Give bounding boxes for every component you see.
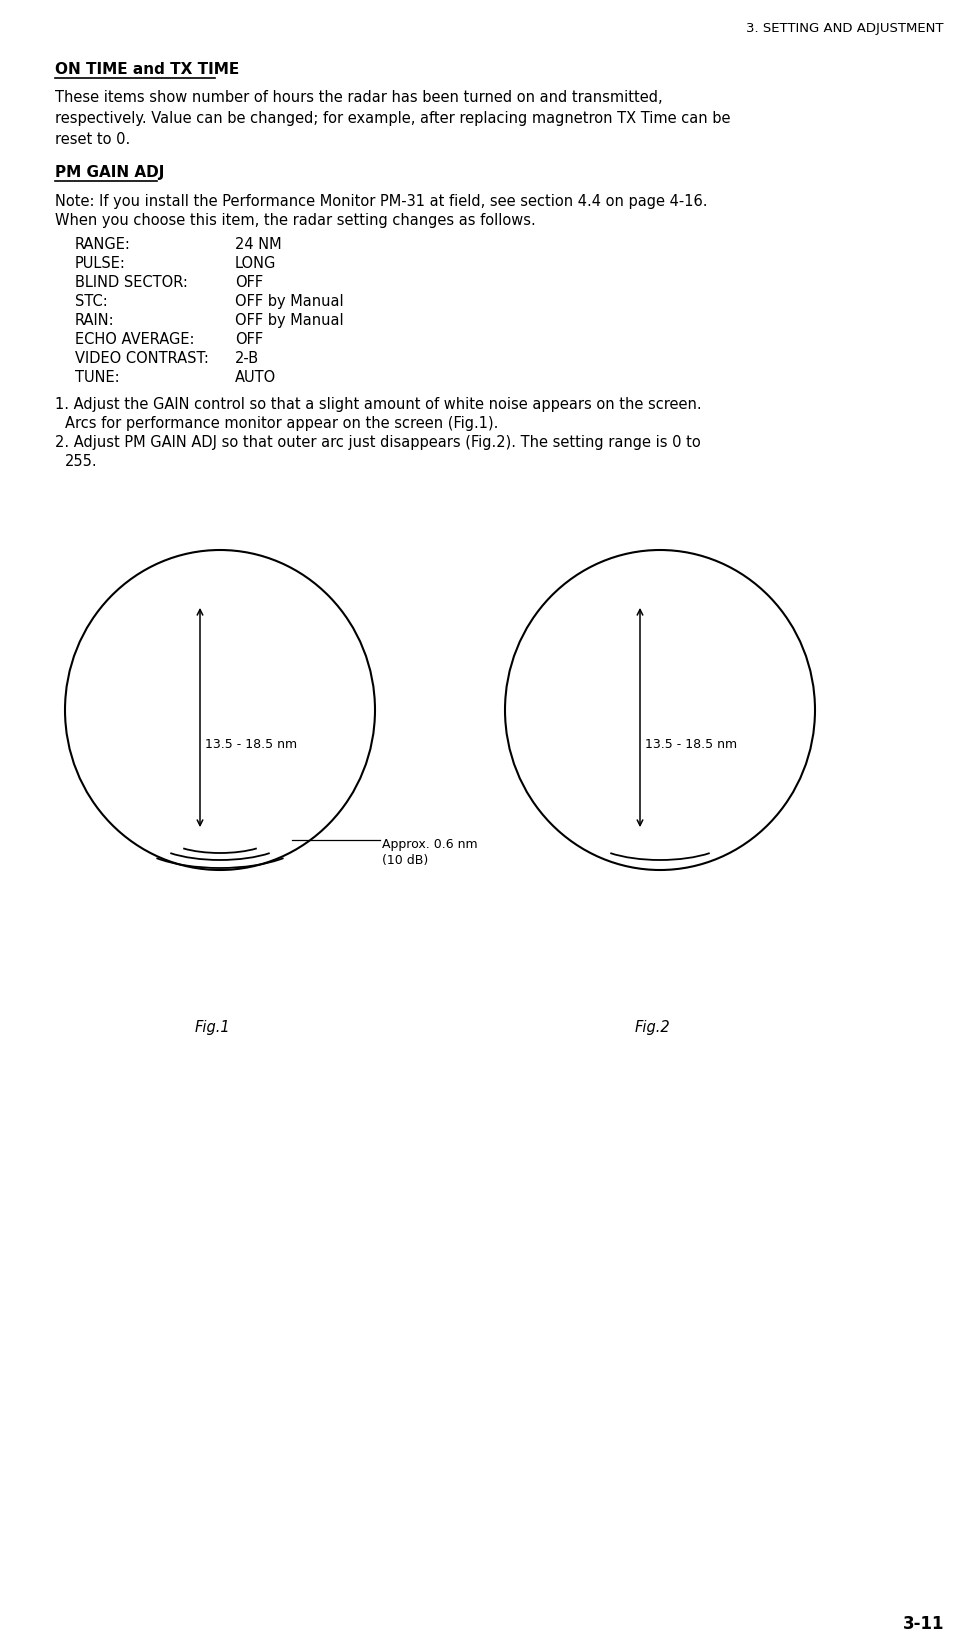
Text: BLIND SECTOR:: BLIND SECTOR: [75, 276, 188, 290]
Text: 1. Adjust the GAIN control so that a slight amount of white noise appears on the: 1. Adjust the GAIN control so that a sli… [55, 397, 701, 411]
Text: TUNE:: TUNE: [75, 370, 120, 385]
Text: ECHO AVERAGE:: ECHO AVERAGE: [75, 331, 195, 348]
Text: 13.5 - 18.5 nm: 13.5 - 18.5 nm [645, 738, 737, 751]
Text: When you choose this item, the radar setting changes as follows.: When you choose this item, the radar set… [55, 214, 536, 228]
Text: ON TIME and TX TIME: ON TIME and TX TIME [55, 62, 240, 77]
Text: 13.5 - 18.5 nm: 13.5 - 18.5 nm [205, 738, 297, 751]
Text: (10 dB): (10 dB) [382, 854, 429, 867]
Text: 24 NM: 24 NM [235, 237, 281, 251]
Text: 3. SETTING AND ADJUSTMENT: 3. SETTING AND ADJUSTMENT [746, 21, 944, 34]
Text: Fig.2: Fig.2 [635, 1020, 671, 1035]
Text: PM GAIN ADJ: PM GAIN ADJ [55, 165, 165, 180]
Text: 2-B: 2-B [235, 351, 259, 366]
Text: Note: If you install the Performance Monitor PM-31 at field, see section 4.4 on : Note: If you install the Performance Mon… [55, 194, 707, 209]
Text: OFF: OFF [235, 331, 263, 348]
Text: respectively. Value can be changed; for example, after replacing magnetron TX Ti: respectively. Value can be changed; for … [55, 111, 730, 126]
Text: Fig.1: Fig.1 [195, 1020, 231, 1035]
Text: Arcs for performance monitor appear on the screen (Fig.1).: Arcs for performance monitor appear on t… [65, 416, 499, 431]
Text: PULSE:: PULSE: [75, 256, 126, 271]
Text: 2. Adjust PM GAIN ADJ so that outer arc just disappears (Fig.2). The setting ran: 2. Adjust PM GAIN ADJ so that outer arc … [55, 436, 700, 450]
Text: VIDEO CONTRAST:: VIDEO CONTRAST: [75, 351, 208, 366]
Text: These items show number of hours the radar has been turned on and transmitted,: These items show number of hours the rad… [55, 90, 662, 104]
Text: RAIN:: RAIN: [75, 313, 115, 328]
Text: 3-11: 3-11 [903, 1616, 944, 1632]
Text: reset to 0.: reset to 0. [55, 132, 131, 147]
Text: STC:: STC: [75, 294, 108, 308]
Text: Approx. 0.6 nm: Approx. 0.6 nm [382, 837, 477, 850]
Text: 255.: 255. [65, 454, 97, 468]
Text: RANGE:: RANGE: [75, 237, 131, 251]
Text: OFF: OFF [235, 276, 263, 290]
Text: AUTO: AUTO [235, 370, 277, 385]
Text: OFF by Manual: OFF by Manual [235, 294, 344, 308]
Text: OFF by Manual: OFF by Manual [235, 313, 344, 328]
Text: LONG: LONG [235, 256, 277, 271]
